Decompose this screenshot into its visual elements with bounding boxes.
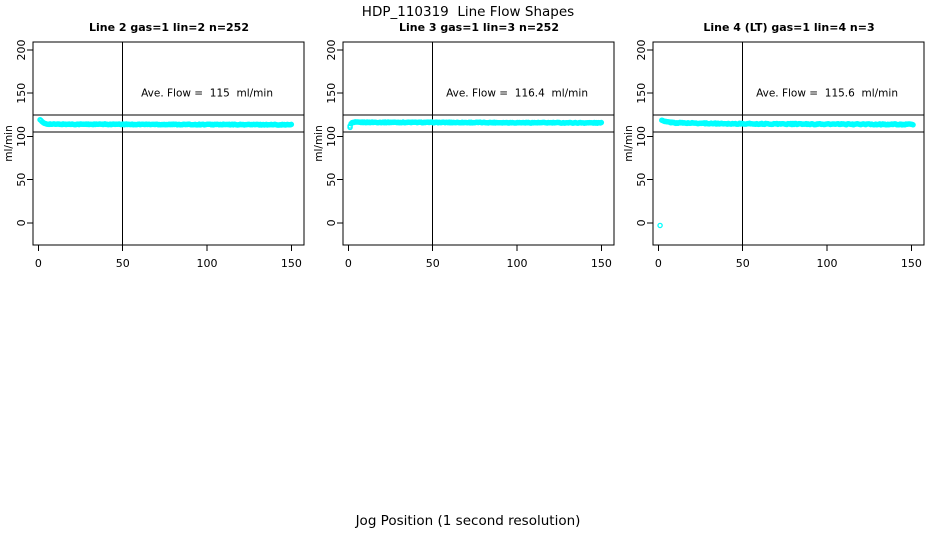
x-tick-label: 0 [35, 257, 42, 270]
x-axis-title: Jog Position (1 second resolution) [355, 513, 581, 529]
plot-box [652, 41, 925, 246]
panel-title-line-2: Line 2 gas=1 lin=2 n=252 [88, 21, 249, 34]
x-tick-label: 100 [817, 257, 838, 270]
chart-title: HDP_110319 Line Flow Shapes [361, 4, 575, 20]
x-tick-label: 0 [655, 257, 662, 270]
y-tick-label: 150 [15, 83, 28, 104]
y-tick-label: 0 [635, 219, 648, 226]
y-tick-label: 0 [325, 219, 338, 226]
y-tick-label: 150 [325, 83, 338, 104]
y-tick-label: 200 [325, 40, 338, 61]
x-tick-label: 150 [901, 257, 922, 270]
x-tick-label: 100 [197, 257, 218, 270]
x-tick-label: 50 [426, 257, 440, 270]
x-tick-label: 50 [116, 257, 130, 270]
flow-panel-line-3: 0 50 100 150 0 50 100 150 200 ml/min Ave. Flow = 1… [313, 40, 615, 270]
x-tick-label: 150 [281, 257, 302, 270]
data-points [657, 117, 916, 229]
data-points [347, 119, 605, 131]
data-point-marker [910, 122, 916, 128]
x-tick-label: 0 [345, 257, 352, 270]
flow-panel-line-4: 0 50 100 150 0 50 100 150 200 ml/min Ave. Flow = 1… [623, 40, 925, 270]
data-points [37, 116, 295, 128]
panel-title-line-4: Line 4 (LT) gas=1 lin=4 n=3 [703, 21, 875, 34]
ave-flow-annotation: Ave. Flow = 116.4 ml/min [446, 88, 588, 100]
y-tick-label: 100 [15, 126, 28, 147]
x-tick-label: 150 [591, 257, 612, 270]
plot-box [32, 41, 305, 246]
data-point-marker [288, 121, 295, 128]
y-tick-label: 200 [15, 40, 28, 61]
y-tick-label: 100 [325, 126, 338, 147]
ave-flow-annotation: Ave. Flow = 115.6 ml/min [756, 88, 898, 100]
outlier-point-marker [657, 222, 663, 229]
data-point-marker [598, 119, 605, 126]
y-tick-label: 50 [635, 173, 648, 187]
flow-panel-line-2: 0 50 100 150 0 50 100 150 200 ml/min Ave. Flow = 1… [3, 40, 305, 270]
y-tick-label: 150 [635, 83, 648, 104]
y-axis-title: ml/min [313, 125, 325, 161]
panel-title-line-3: Line 3 gas=1 lin=3 n=252 [398, 21, 559, 34]
plot-box [342, 41, 615, 246]
y-axis-title: ml/min [623, 125, 635, 161]
ave-flow-annotation: Ave. Flow = 115 ml/min [141, 88, 273, 100]
y-tick-label: 200 [635, 40, 648, 61]
y-tick-label: 0 [15, 219, 28, 226]
outlier-point-marker [347, 124, 353, 131]
x-tick-label: 100 [507, 257, 528, 270]
y-tick-label: 50 [15, 173, 28, 187]
y-axis-title: ml/min [3, 125, 15, 161]
y-tick-label: 100 [635, 126, 648, 147]
y-tick-label: 50 [325, 173, 338, 187]
x-tick-label: 50 [736, 257, 750, 270]
